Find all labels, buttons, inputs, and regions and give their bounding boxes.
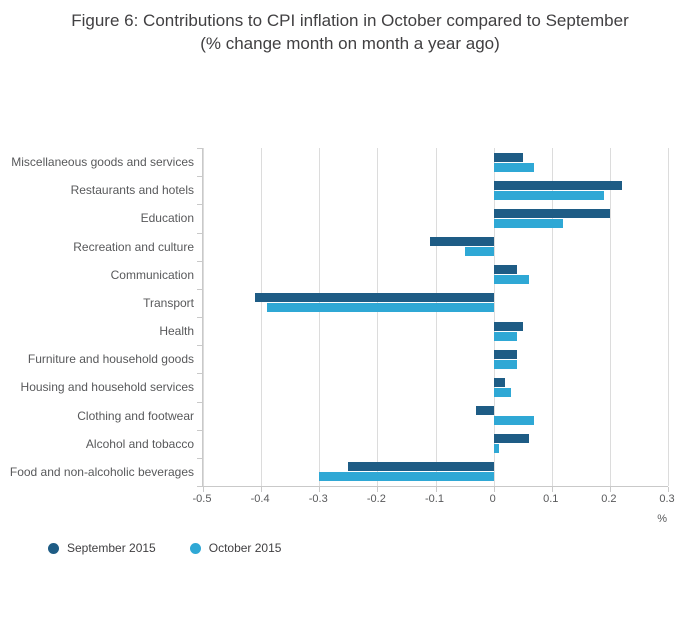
bar-september	[476, 406, 494, 416]
x-axis-tick	[203, 487, 204, 492]
x-axis-tick-label: -0.2	[366, 493, 386, 505]
chart-title-line1: Figure 6: Contributions to CPI inflation…	[71, 11, 629, 30]
y-axis-tick	[197, 204, 202, 206]
x-axis-tick-label: -0.1	[425, 493, 444, 505]
chart-title-line2: (% change month on month a year ago)	[200, 33, 500, 53]
bar-october	[493, 190, 605, 200]
category-label: Restaurants and hotels	[70, 183, 194, 198]
x-axis-tick	[668, 487, 669, 492]
legend-item-september[interactable]: September 2015	[48, 541, 156, 555]
x-axis-tick-label: 0.2	[601, 493, 617, 505]
category-label: Health	[159, 324, 194, 339]
gridline	[551, 148, 553, 486]
y-axis-tick	[197, 317, 202, 318]
bar-october	[266, 303, 494, 313]
bar-september	[493, 434, 529, 444]
x-axis-tick-label: -0.4	[250, 493, 270, 505]
x-axis-tick	[609, 487, 611, 492]
legend-item-october[interactable]: October 2015	[189, 541, 282, 555]
category-label: Miscellaneous goods and services	[11, 155, 194, 170]
y-axis-tick	[197, 176, 202, 178]
bar-september	[493, 180, 622, 190]
category-axis: Miscellaneous goods and services Restaura…	[0, 148, 194, 486]
gridline	[609, 148, 611, 486]
category-label: Furniture and household goods	[27, 352, 194, 367]
category-label: Recreation and culture	[73, 239, 194, 254]
category-label: Education	[140, 211, 194, 226]
x-axis-tick	[261, 487, 263, 492]
gridline	[668, 148, 669, 486]
x-axis-unit-label: %	[657, 513, 667, 525]
legend-dot-october-icon	[189, 542, 201, 554]
category-label: Transport	[143, 295, 194, 310]
y-axis-tick	[197, 373, 202, 375]
legend-dot-september-icon	[48, 542, 59, 554]
bar-october	[464, 247, 494, 257]
gridline	[435, 148, 437, 486]
bar-september	[493, 265, 517, 275]
bar-september	[493, 349, 517, 359]
gridline	[261, 148, 263, 486]
y-axis-tick	[197, 486, 202, 487]
bar-september	[493, 321, 523, 331]
y-axis-tick	[197, 288, 202, 290]
bar-october	[493, 416, 535, 426]
x-axis-tick	[435, 487, 437, 492]
category-label: Housing and household services	[20, 380, 194, 395]
legend-label-september: September 2015	[67, 541, 156, 555]
y-axis-tick	[197, 232, 202, 234]
y-axis-tick	[197, 401, 202, 403]
category-label: Communication	[110, 267, 194, 282]
bar-october	[493, 275, 529, 285]
bar-october	[493, 331, 517, 341]
bar-september	[348, 462, 494, 472]
category-label: Alcohol and tobacco	[85, 436, 194, 451]
x-axis-tick-label: 0	[489, 493, 496, 505]
gridline	[319, 148, 321, 486]
y-axis-tick	[197, 260, 202, 262]
gridline	[203, 148, 204, 486]
gridline	[493, 148, 495, 486]
bar-september	[255, 293, 494, 303]
chart-title: Figure 6: Contributions to CPI inflation…	[0, 10, 700, 56]
x-axis-tick-label: -0.3	[308, 493, 328, 505]
y-axis-tick	[197, 148, 202, 149]
legend-label-october: October 2015	[208, 541, 282, 555]
bar-september	[493, 208, 610, 218]
legend: September 2015 October 2015	[48, 541, 281, 555]
bar-september	[429, 237, 494, 247]
category-label: Food and non-alcoholic beverages	[9, 464, 194, 479]
bar-october	[493, 444, 500, 454]
bar-october	[493, 359, 517, 369]
bar-october	[493, 218, 564, 228]
gridline	[377, 148, 379, 486]
x-axis-tick-label: 0.1	[543, 493, 559, 505]
y-axis-tick	[197, 429, 202, 431]
x-axis-tick-label: 0.3	[659, 493, 675, 505]
bar-september	[493, 377, 506, 387]
y-axis-tick	[197, 345, 202, 347]
category-label: Clothing and footwear	[77, 408, 194, 423]
bar-september	[493, 152, 523, 162]
x-axis-tick	[493, 487, 495, 492]
x-axis-tick	[551, 487, 553, 492]
x-axis: -0.5 -0.4 -0.3 -0.2 -0.1 0 0.1 0.2 0.3	[193, 493, 675, 507]
bar-october	[493, 162, 535, 172]
x-axis-tick	[377, 487, 379, 492]
y-axis-tick	[197, 457, 202, 459]
x-axis-tick	[319, 487, 321, 492]
bar-october	[493, 387, 512, 397]
bar-october	[319, 472, 494, 482]
x-axis-tick-label: -0.5	[192, 493, 212, 505]
plot-area	[197, 148, 669, 492]
